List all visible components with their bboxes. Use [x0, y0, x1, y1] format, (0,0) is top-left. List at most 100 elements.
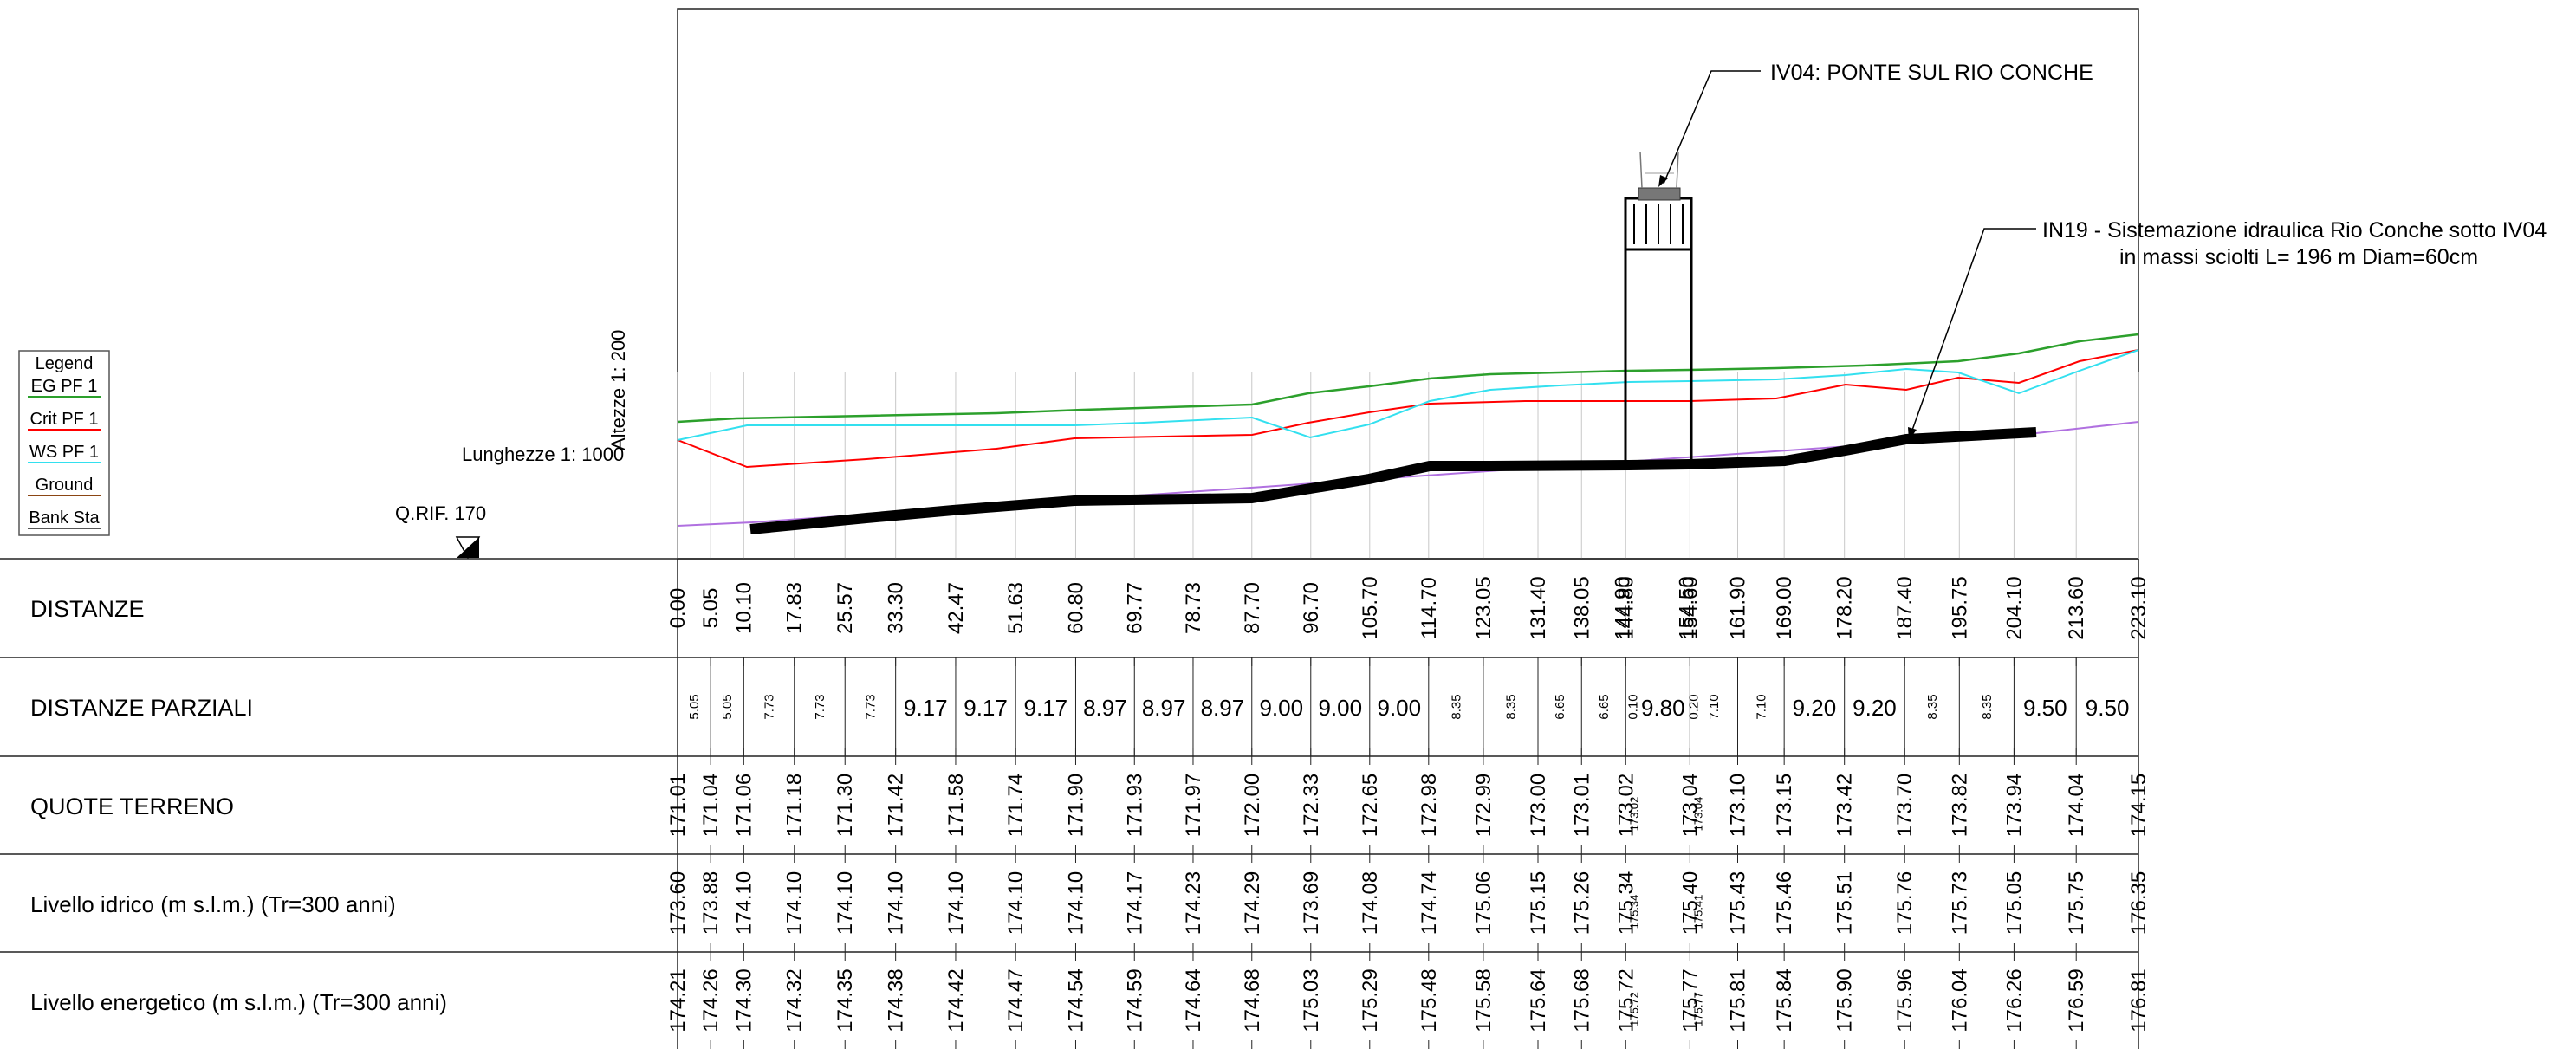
bridge-leader-arrow: [1658, 175, 1668, 187]
table-cell-distanze: 187.40: [1893, 576, 1917, 639]
table-cell-livello-idrico: 175.15: [1527, 871, 1550, 935]
table-cell-livello-idrico: 175.43: [1727, 871, 1750, 935]
table-cell-distanze: 69.77: [1123, 582, 1146, 634]
table-cell-parziale: 9.17: [904, 695, 948, 721]
table-cell-distanze: 123.05: [1472, 576, 1496, 639]
table-cell-livello-idrico: 175.06: [1472, 871, 1496, 935]
table-cell-parziale: 9.50: [2086, 695, 2130, 721]
table-cell-livello-energetico: 176.59: [2065, 968, 2088, 1032]
table-cell-parziale: 7.10: [1707, 694, 1722, 719]
table-cell-quote-terreno: 174.04: [2065, 774, 2088, 837]
table-cell-livello-energetico: 176.04: [1948, 968, 1971, 1032]
table-cell-parziale: 9.00: [1318, 695, 1362, 721]
table-cell-quote-terreno: 171.58: [944, 774, 968, 837]
table-cell-quote-terreno: 172.98: [1418, 774, 1441, 837]
table-cell-distanze: 114.70: [1418, 577, 1441, 639]
table-cell-quote-terreno: 173.94: [2002, 774, 2026, 837]
table-cell-livello-idrico: 174.10: [885, 871, 908, 935]
table-cell-livello-energetico: 175.64: [1527, 968, 1550, 1032]
table-cell-livello-idrico: 173.69: [1300, 871, 1323, 935]
table-cell-parziale: 8.35: [1503, 694, 1518, 719]
table-cell-livello-idrico: 173.60: [666, 871, 690, 935]
table-cell-livello-energetico: 174.54: [1064, 968, 1087, 1032]
table-cell-livello-idrico: 175.51: [1833, 871, 1857, 935]
table-cell-parziale: 8.35: [1980, 694, 1995, 719]
table-cell-livello-idrico: 174.10: [944, 871, 968, 935]
table-cell-parziale: 8.35: [1925, 694, 1940, 719]
table-cell-livello-energetico: 175.90: [1833, 968, 1857, 1032]
table-cell-distanze: 223.10: [2127, 576, 2151, 639]
table-cell-distanze: 178.20: [1833, 576, 1857, 639]
table-cell-parziale: 9.17: [964, 695, 1008, 721]
bridge-leader-line: [1663, 70, 1761, 185]
table-cell-parziale: 9.17: [1024, 695, 1068, 721]
table-cell-livello-energetico: 174.38: [885, 968, 908, 1032]
table-cell-parziale: 9.20: [1853, 695, 1897, 721]
table-cell-livello-idrico: 174.74: [1418, 871, 1441, 935]
table-cell-parziale: 0.10: [1625, 694, 1640, 719]
table-cell-parziale: 8.97: [1201, 695, 1245, 721]
table-cell-livello-idrico: 174.17: [1123, 871, 1146, 935]
table-cell-livello-energetico: 174.68: [1241, 968, 1264, 1032]
work-annotation-line2: in massi sciolti L= 196 m Diam=60cm: [2119, 245, 2478, 269]
table-cell-distanze: 96.70: [1300, 582, 1323, 634]
critical-depth-line: [677, 349, 2139, 469]
table-cell-quote-terreno: 174.15: [2127, 774, 2151, 837]
table-cell-quote-terreno: 171.74: [1004, 774, 1028, 837]
table-cell-distanze: 195.75: [1948, 576, 1971, 639]
vertical-scale-label: Altezze 1: 200: [607, 330, 629, 450]
table-cell-parziale: 9.00: [1377, 695, 1421, 721]
table-cell-livello-idrico: 174.10: [1064, 871, 1087, 935]
table-cell-livello-energetico: 175.72: [1614, 968, 1638, 1032]
table-cell-livello-energetico: 175.81: [1727, 968, 1750, 1032]
table-cell-parziale: 7.10: [1754, 694, 1768, 719]
table-cell-livello-energetico: 174.26: [699, 968, 723, 1032]
table-cell-quote-terreno: 172.33: [1300, 774, 1323, 837]
table-cell-quote-terreno: 171.04: [699, 774, 723, 837]
table-cell-quote-terreno: 173.01: [1570, 774, 1593, 837]
legend-items: EG PF 1 Crit PF 1 WS PF 1 Ground Bank Sta: [28, 377, 101, 529]
table-cell-quote-terreno: 173.82: [1948, 774, 1971, 837]
table-cell-quote-terreno: 173.42: [1833, 774, 1857, 837]
table-cell-livello-idrico: 174.08: [1359, 871, 1382, 935]
table-cell-parziale: 0.20: [1686, 694, 1701, 719]
table-cell-distanze: 138.05: [1570, 576, 1593, 639]
table-cell-livello-idrico: 173.88: [699, 871, 723, 935]
table-cell-distanze: 87.70: [1241, 582, 1264, 634]
table-cell-parziale: 9.20: [1793, 695, 1837, 721]
table-cell-livello-energetico: 176.26: [2002, 968, 2026, 1032]
row-label-quote-terreno: QUOTE TERRENO: [30, 793, 234, 819]
bridge-duplicate-value: 144.90: [1611, 576, 1634, 639]
table-cell-livello-energetico: 176.81: [2127, 968, 2151, 1032]
table-cell-parziale: 6.65: [1597, 694, 1612, 719]
table-cell-quote-terreno: 172.00: [1241, 774, 1264, 837]
table-cell-livello-idrico: 175.34: [1614, 871, 1638, 935]
table-cell-parziale: 9.50: [2023, 695, 2067, 721]
legend-title: Legend: [36, 354, 94, 373]
table-cell-distanze: 51.63: [1004, 582, 1028, 634]
table-cell-distanze: 131.40: [1527, 576, 1550, 639]
table-cell-parziale: 5.05: [720, 694, 735, 719]
bridge-duplicate-value: 175.72: [1627, 992, 1640, 1026]
table-cell-livello-idrico: 175.40: [1678, 871, 1702, 935]
row-label-livello-idrico: Livello idrico (m s.l.m.) (Tr=300 anni): [30, 891, 396, 917]
table-cell-quote-terreno: 172.65: [1359, 774, 1382, 837]
row-label-distanze-parziali: DISTANZE PARZIALI: [30, 695, 253, 721]
table-cell-distanze: 60.80: [1064, 582, 1087, 634]
legend-label: Crit PF 1: [30, 410, 99, 429]
work-leader-arrow: [1908, 427, 1917, 440]
table-cell-distanze: 169.00: [1773, 576, 1796, 639]
table-cell-parziale: 6.65: [1553, 694, 1567, 719]
table-cell-livello-energetico: 174.35: [834, 968, 857, 1032]
table-cell-distanze: 144.80: [1614, 576, 1638, 639]
table-cell-quote-terreno: 173.00: [1527, 774, 1550, 837]
table-cell-livello-idrico: 175.73: [1948, 871, 1971, 935]
table-cell-distanze: 5.05: [699, 588, 723, 629]
bridge-duplicate-value: 175.77: [1691, 992, 1704, 1026]
bridge-annotation: IV04: PONTE SUL RIO CONCHE: [1770, 61, 2093, 85]
table-cell-quote-terreno: 171.93: [1123, 774, 1146, 837]
legend-label: EG PF 1: [31, 377, 98, 396]
table-cell-quote-terreno: 171.30: [834, 774, 857, 837]
table-cell-livello-idrico: 175.26: [1570, 871, 1593, 935]
table-cell-parziale: 9.80: [1641, 695, 1685, 721]
